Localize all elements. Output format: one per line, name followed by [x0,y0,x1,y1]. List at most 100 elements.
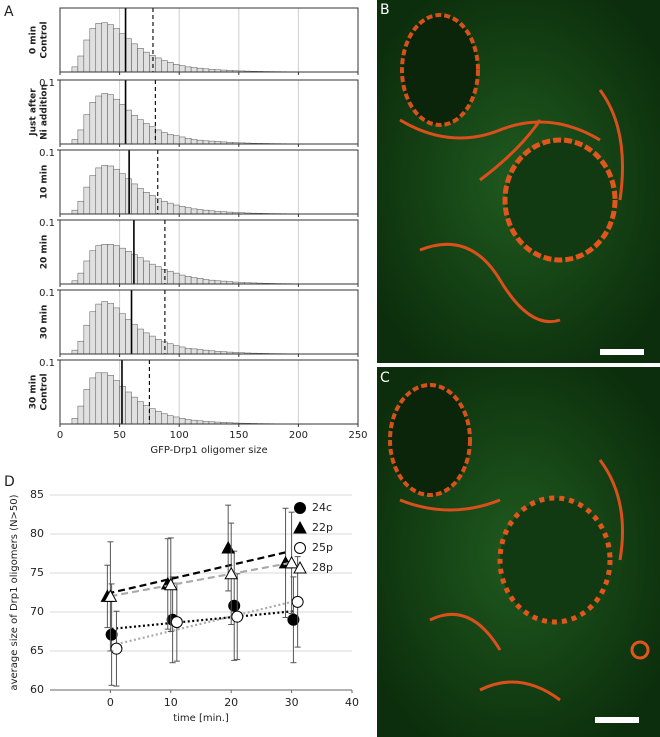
bar [71,349,79,355]
x-axis-label: time [min.] [173,713,229,724]
bar [83,260,91,285]
bar [167,343,174,355]
bar [89,102,97,145]
bar [184,66,192,73]
bar [190,67,198,73]
axes-frame [59,289,359,355]
bar [172,272,180,285]
bar [143,51,150,73]
point [291,595,304,608]
bar [131,396,138,425]
y-axis-label: 10 min [40,165,50,200]
bar [178,274,186,285]
bar [137,401,144,425]
bar [190,348,198,355]
point [221,540,236,554]
bar [131,324,138,355]
bar [95,372,102,425]
y-axis-label: 20 min [40,235,50,270]
bar [113,307,120,355]
bar [149,55,156,73]
bar [149,408,156,425]
y-axis-label: 30 min [29,375,39,410]
y-axis-label: 0 min [29,26,39,54]
bar [119,104,126,145]
point [110,642,123,655]
legend-label: 28p [312,561,333,574]
bar [190,139,198,145]
x-axis-label: GFP-Drp1 oligomer size [150,445,267,456]
point [103,589,118,602]
legend-marker [294,502,306,514]
bar [137,119,144,145]
bar [167,415,174,425]
bar [184,137,192,145]
bar [161,269,168,285]
bar [83,114,91,145]
bar [77,129,85,145]
axes-frame [59,79,359,145]
x-tick-label: 40 [345,696,359,709]
y-axis-label: 30 min [40,305,50,340]
bar [172,204,180,215]
bar [131,183,138,215]
bar [190,277,198,285]
bar [119,173,126,215]
bar [149,195,156,215]
bar [113,380,120,425]
bar [77,272,85,285]
bar [161,413,168,425]
bar [107,165,114,215]
bar [143,260,150,285]
panel-label: B [380,2,390,18]
bar [95,245,102,285]
x-tick-label: 10 [164,696,178,709]
bar [155,410,162,425]
bar [95,23,102,73]
bar [155,266,162,285]
bar [83,186,91,215]
bar [155,57,162,73]
bar [202,349,210,355]
bar [178,346,186,355]
bar [184,347,192,355]
legend-label: 24c [312,501,332,514]
point [284,555,299,569]
bar [107,94,114,145]
legend-label: 22p [312,521,333,534]
trend-line [116,599,298,646]
bar [77,200,85,215]
legend-marker [294,542,306,554]
y-axis-label: Control [40,373,50,410]
bar [149,263,156,285]
bar [131,43,138,73]
bar [184,207,192,215]
bar [107,303,114,355]
bar [161,341,168,355]
y-tick-label: 0.1 [39,358,55,369]
bar [155,198,162,215]
bar [143,332,150,355]
bar [184,419,192,425]
bar [107,375,114,425]
bar [137,328,144,355]
point [231,610,244,623]
bar [95,303,102,355]
bar [71,417,79,425]
trend-line [107,551,286,595]
point [170,616,183,629]
bar [161,200,168,215]
bar [178,136,186,145]
bar [71,209,79,215]
bar [208,279,216,285]
bar [167,62,174,73]
x-tick-label: 0 [107,696,114,709]
bar [83,39,91,73]
x-tick-label: 200 [289,430,308,441]
legend-marker [293,520,307,534]
bar [137,188,144,215]
bar [172,135,180,145]
bar [71,139,79,145]
y-tick-label: 0.1 [39,218,55,229]
